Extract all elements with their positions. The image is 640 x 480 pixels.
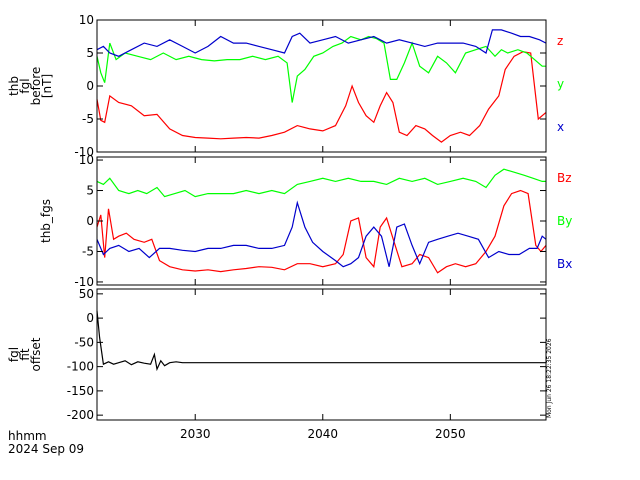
legend-entry-z: z bbox=[557, 34, 563, 48]
side-timestamp: Mon Jun 26 18:22:35 2026 bbox=[546, 338, 553, 418]
y-axis-label: offset bbox=[29, 337, 43, 371]
panel-2-series-Bx bbox=[96, 200, 547, 268]
y-axis-label: thb_fgs bbox=[39, 199, 53, 243]
y-tick-label: 10 bbox=[79, 13, 94, 27]
legend-entry-By: By bbox=[557, 214, 572, 228]
panel-2: 10 5 0 -5 -10 thb_fgs Bz By Bx bbox=[39, 153, 572, 289]
panel-1-series-z bbox=[96, 51, 547, 143]
panel-frame bbox=[96, 288, 547, 421]
y-tick-label: 5 bbox=[86, 46, 94, 60]
y-tick-label: 0 bbox=[86, 214, 94, 228]
panel-2-series-By bbox=[96, 168, 546, 198]
x-tick-label: 2040 bbox=[308, 427, 339, 441]
corner-label-hhmm: hhmm bbox=[8, 429, 47, 443]
panel-3-series-line1 bbox=[96, 310, 546, 372]
y-tick-label: 50 bbox=[79, 287, 94, 301]
panel-1-series-y bbox=[96, 35, 546, 103]
y-axis-label: fit bbox=[18, 348, 32, 361]
y-tick-label: -5 bbox=[82, 244, 94, 258]
y-tick-label: -200 bbox=[67, 408, 94, 422]
y-tick-label: -100 bbox=[67, 360, 94, 374]
y-tick-label: -10 bbox=[74, 145, 94, 159]
y-tick-label: -10 bbox=[74, 275, 94, 289]
y-axis-label: [nT] bbox=[40, 74, 54, 98]
y-axis-label: fgl bbox=[18, 78, 32, 93]
y-tick-label: 0 bbox=[86, 311, 94, 325]
x-tick-label: 2050 bbox=[435, 427, 466, 441]
y-axis-label: before bbox=[29, 67, 43, 106]
y-tick-label: 5 bbox=[86, 184, 94, 198]
legend-entry-x: x bbox=[557, 120, 564, 134]
y-tick-label: 0 bbox=[86, 79, 94, 93]
legend-entry-y: y bbox=[557, 77, 564, 91]
y-tick-label: -5 bbox=[82, 112, 94, 126]
y-tick-label: -50 bbox=[74, 335, 94, 349]
y-axis-label: fgl bbox=[7, 347, 21, 362]
y-axis-label: thb bbox=[7, 76, 21, 96]
y-tick-label: -150 bbox=[67, 384, 94, 398]
legend-entry-Bx: Bx bbox=[557, 257, 572, 271]
panel-2-series-Bz bbox=[96, 189, 547, 274]
x-tick-label: 2030 bbox=[180, 427, 211, 441]
y-tick-label: 10 bbox=[79, 153, 94, 167]
legend-entry-Bz: Bz bbox=[557, 171, 572, 185]
panel-1-series-x bbox=[96, 29, 547, 57]
corner-label-date: 2024 Sep 09 bbox=[8, 442, 84, 456]
